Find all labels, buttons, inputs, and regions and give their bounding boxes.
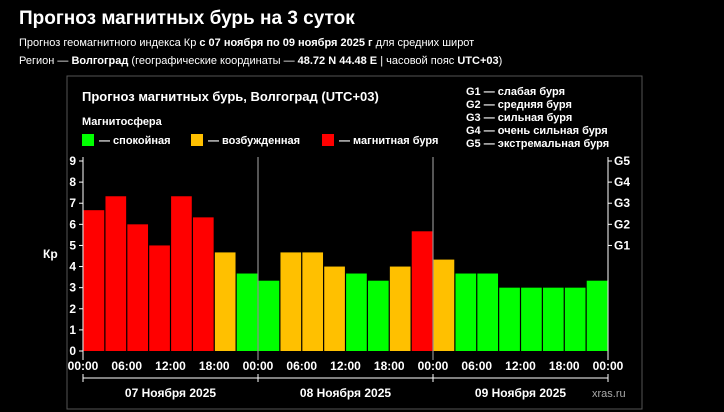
day-label: 09 Ноября 2025 [475,386,566,400]
bar [455,273,477,351]
bar [542,287,564,351]
forecast-description-suffix: для средних широт [372,37,475,49]
g-tick-label: G2 [614,217,630,231]
g-tick-label: G3 [614,196,630,210]
bar [411,231,433,351]
bar [389,266,411,351]
g-tick-label: G1 [614,238,630,252]
y-tick-label: 0 [69,344,76,358]
bar [477,273,499,351]
chart-frame [66,75,643,410]
day-label: 08 Ноября 2025 [300,386,391,400]
region-info: Регион — Волгоград (географические коорд… [19,55,502,67]
region-coordinates: 48.72 N 44.48 E [297,55,378,67]
bar [83,210,105,351]
x-tick-label: 18:00 [199,359,230,373]
g-tick-label: G5 [614,154,630,168]
x-tick-label: 06:00 [461,359,492,373]
forecast-description-prefix: Прогноз геомагнитного индекса Кр [19,37,200,49]
legend-swatch-calm [82,134,94,146]
y-tick-label: 3 [69,281,76,295]
x-tick-label: 00:00 [243,359,274,373]
page-title: Прогноз магнитных бурь на 3 суток [19,8,355,29]
legend-swatch-excited [191,134,203,146]
y-tick-label: 8 [69,175,76,189]
y-axis-label: Кр [43,247,58,261]
legend-label-excited: — возбужденная [208,135,300,147]
day-label: 07 Ноября 2025 [125,386,216,400]
x-tick-label: 00:00 [418,359,449,373]
watermark: xras.ru [592,388,626,400]
bar [214,252,236,351]
region-middle: (географические координаты — [128,55,298,67]
chart-title: Прогноз магнитных бурь, Волгоград (UTC+0… [82,89,379,104]
bar [346,273,367,351]
bar [324,266,345,351]
y-tick-label: 6 [69,217,76,231]
plot-area: 0 1 2 3 4 5 6 7 8 9 G1 G2 G3 G4 G5 00:00 06:00 12:00 18:00… [68,154,631,400]
x-tick-label: 06:00 [111,359,142,373]
bar [236,273,258,351]
bar [258,280,280,351]
g-scale-g4: G4 — очень сильная буря [466,125,608,137]
timezone-prefix: | часовой пояс [377,55,458,67]
bar [149,245,170,351]
bar [367,280,389,351]
g-scale-g1: G1 — слабая буря [466,86,565,98]
g-tick-label: G4 [614,175,630,189]
forecast-date-range: с 07 ноября по 09 ноября 2025 г [199,37,373,49]
x-tick-label: 00:00 [593,359,624,373]
bar [499,287,520,351]
bar [586,280,608,351]
legend-label-storm: — магнитная буря [339,135,438,147]
x-tick-label: 12:00 [155,359,186,373]
region-name: Волгоград [71,55,129,67]
x-tick-label: 18:00 [549,359,580,373]
g-scale-g3: G3 — сильная буря [466,112,572,124]
x-tick-label: 18:00 [374,359,405,373]
bar [280,252,302,351]
bar [105,196,127,351]
forecast-description: Прогноз геомагнитного индекса Кр с 07 но… [19,37,474,49]
g-scale-g5: G5 — экстремальная буря [466,138,609,150]
y-tick-label: 5 [69,238,76,252]
g-scale-g2: G2 — средняя буря [466,99,572,111]
bar [433,259,455,351]
y-tick-label: 1 [69,323,76,337]
x-tick-label: 12:00 [505,359,536,373]
y-tick-label: 4 [69,260,76,274]
bar [127,224,149,351]
legend-label-calm: — спокойная [99,135,171,147]
bar [564,287,586,351]
region-suffix: ) [498,55,503,67]
legend-title: Магнитосфера [82,116,163,128]
bar [171,196,192,351]
bar [521,287,542,351]
x-tick-label: 12:00 [330,359,361,373]
y-tick-label: 9 [69,154,76,168]
timezone: UTC+03 [457,55,499,67]
bar [302,252,324,351]
y-tick-label: 7 [69,196,76,210]
bar [192,217,214,351]
x-tick-label: 06:00 [286,359,317,373]
y-tick-label: 2 [69,302,76,316]
x-tick-label: 00:00 [68,359,99,373]
region-prefix: Регион — [19,55,72,67]
legend-swatch-storm [322,134,334,146]
